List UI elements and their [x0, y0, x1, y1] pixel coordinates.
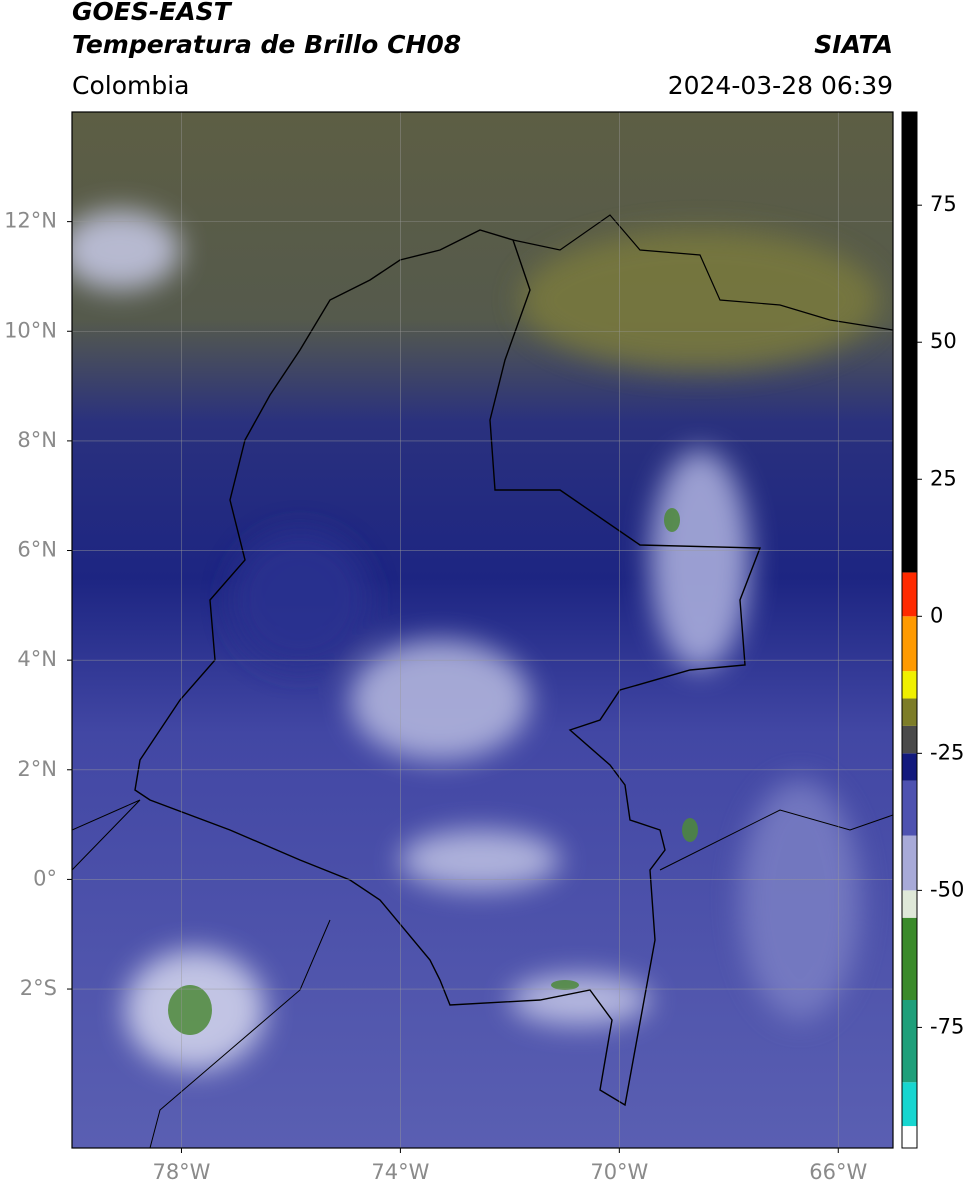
grid — [72, 112, 893, 1148]
colorbar-segment — [902, 698, 917, 726]
map-image — [72, 112, 893, 1148]
y-tick-label: 4°N — [17, 647, 57, 671]
colorbar-segment — [902, 1126, 917, 1148]
y-tick-label: 12°N — [4, 209, 57, 233]
region: Colombia — [72, 71, 189, 100]
timestamp: 2024-03-28 06:39 — [668, 71, 893, 100]
colorbar-tick-label: 25 — [930, 466, 957, 490]
colorbar-segment — [902, 780, 917, 836]
y-tick-label: 6°N — [17, 538, 57, 562]
colorbar-segment — [902, 835, 917, 891]
y-tick-label: 10°N — [4, 318, 57, 342]
colorbar-segment — [902, 1000, 917, 1083]
colorbar-tick-label: 0 — [930, 603, 943, 627]
x-tick-label: 78°W — [152, 1160, 210, 1184]
colorbar-tick-label: -75 — [930, 1014, 964, 1038]
x-tick-label: 70°W — [590, 1160, 648, 1184]
colorbar-segment — [902, 616, 917, 672]
x-tick-label: 74°W — [371, 1160, 429, 1184]
title-line: Temperatura de Brillo CH08 — [72, 30, 461, 59]
colorbar-tick-label: 75 — [930, 192, 957, 216]
source: SIATA — [814, 30, 893, 59]
colorbar-segment — [902, 753, 917, 781]
colorbar-segment — [902, 890, 917, 918]
colorbar-frame — [901, 111, 918, 1149]
colorbar-tick-label: -50 — [930, 877, 964, 901]
y-tick-label: 8°N — [17, 428, 57, 452]
map-frame — [71, 111, 894, 1149]
y-tick-label: 2°S — [20, 976, 57, 1000]
colorbar-segment — [902, 725, 917, 754]
colorbar-tick-label: 50 — [930, 329, 957, 353]
x-tick-label: 66°W — [809, 1160, 867, 1184]
y-tick-label: 0° — [33, 866, 57, 890]
colorbar-segment — [902, 572, 917, 617]
colorbar-segment — [902, 112, 917, 573]
colorbar-segment — [902, 917, 917, 1000]
colorbar-segment — [902, 671, 917, 699]
colorbar-tick-label: -25 — [930, 740, 964, 764]
title-line: GOES-EAST — [72, 0, 233, 26]
colorbar-segment — [902, 1082, 917, 1127]
y-tick-label: 2°N — [17, 757, 57, 781]
